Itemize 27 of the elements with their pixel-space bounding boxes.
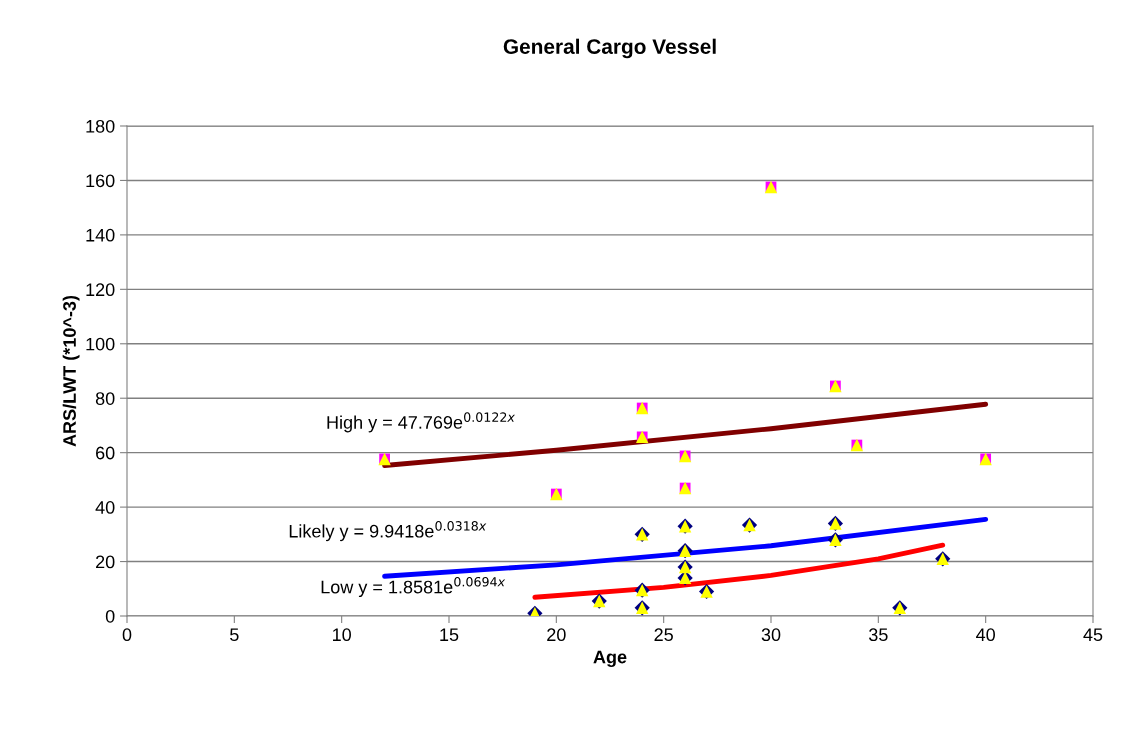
chart-title: General Cargo Vessel: [503, 38, 716, 59]
x-tick-label: 30: [761, 628, 781, 642]
y-axis-title: ARS/LWT (*10^-3): [62, 295, 80, 447]
annotation: Low y = 1.8581e$^{0.0694x}$: [321, 576, 506, 598]
y-tick-label: 60: [96, 446, 115, 460]
x-tick-label: 45: [1083, 628, 1103, 642]
y-tick-label: 20: [96, 555, 115, 569]
y-tick-label: 40: [95, 501, 115, 514]
annotation: High y = 47.769e$^{0.0122x}$: [327, 412, 515, 433]
x-tick-label: 10: [333, 628, 351, 642]
x-tick-label: 0: [122, 628, 132, 642]
x-tick-label: 35: [868, 628, 888, 642]
y-tick-label: 80: [95, 392, 115, 405]
y-tick-label: 100: [86, 337, 115, 351]
y-tick-label: 180: [86, 119, 115, 133]
x-tick-label: 25: [654, 628, 673, 642]
y-tick-label: 140: [86, 228, 115, 242]
x-tick-label: 40: [976, 628, 995, 642]
x-tick-label: 15: [440, 628, 459, 642]
x-tick-label: 20: [547, 628, 566, 642]
x-axis-title: Age: [593, 650, 627, 668]
line-series: [532, 542, 946, 600]
y-tick-label: 120: [86, 283, 115, 297]
y-tick-label: 0: [105, 609, 115, 623]
x-tick-label: 5: [230, 628, 239, 642]
annotation: Likely y = 9.9418e$^{0.0318x}$: [289, 521, 487, 542]
y-tick-label: 160: [86, 174, 115, 188]
